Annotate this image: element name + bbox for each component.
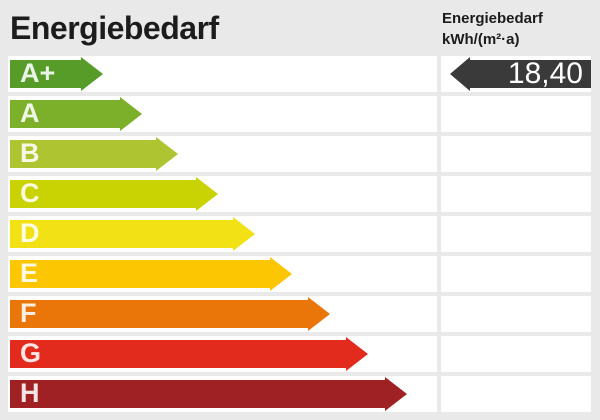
rating-row: B xyxy=(8,136,591,172)
rating-row: F xyxy=(8,296,591,332)
rating-bar-d: D xyxy=(10,217,255,251)
rating-row: H xyxy=(8,376,591,412)
rating-bar-e: E xyxy=(10,257,292,291)
rating-row: A xyxy=(8,96,591,132)
value-marker-arrow: 18,40 xyxy=(450,57,591,91)
unit-label: Energiebedarf kWh/(m²·a) xyxy=(442,8,543,50)
rating-letter: E xyxy=(20,257,39,288)
rating-bar-c: C xyxy=(10,177,218,211)
rating-letter: D xyxy=(20,217,40,248)
unit-label-line1: Energiebedarf xyxy=(442,10,543,27)
rating-row: C xyxy=(8,176,591,212)
rating-bar-g: G xyxy=(10,337,368,371)
rating-row: E xyxy=(8,256,591,292)
column-divider xyxy=(437,56,441,412)
rating-letter: G xyxy=(20,337,42,368)
value-marker-text: 18,40 xyxy=(507,57,583,90)
unit-label-line2: kWh/(m²·a) xyxy=(442,31,520,48)
rating-letter: A+ xyxy=(20,57,56,88)
rating-letter: C xyxy=(20,177,40,208)
rating-bar-h: H xyxy=(10,377,407,411)
rating-letter: A xyxy=(20,97,40,128)
rating-letter: F xyxy=(20,297,37,328)
rating-letter: B xyxy=(20,137,40,168)
rating-letter: H xyxy=(20,377,40,408)
rating-scale: A+ 18,40 A B C D E F G xyxy=(8,56,591,412)
rating-bar-f: F xyxy=(10,297,330,331)
rating-row: A+ 18,40 xyxy=(8,56,591,92)
rating-bar-b: B xyxy=(10,137,178,171)
rating-bar-aplus: A+ xyxy=(10,57,103,91)
rating-row: D xyxy=(8,216,591,252)
page-title: Energiebedarf xyxy=(10,10,219,46)
rating-row: G xyxy=(8,336,591,372)
rating-bar-a: A xyxy=(10,97,142,131)
